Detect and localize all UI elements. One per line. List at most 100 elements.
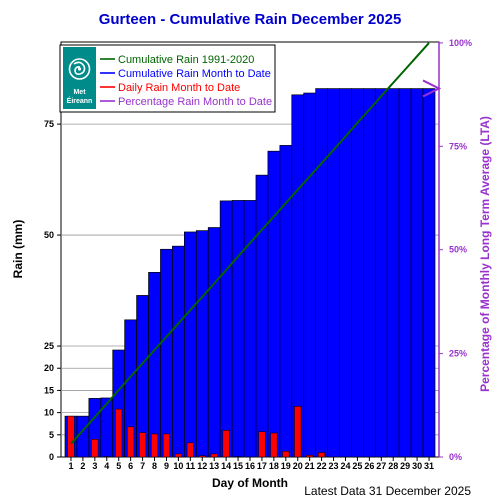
cumulative-bar: [339, 88, 352, 458]
x-tick-label: 31: [424, 461, 434, 471]
x-tick-label: 22: [317, 461, 327, 471]
x-tick-label: 14: [221, 461, 231, 471]
y2-tick-label: 50%: [449, 245, 467, 255]
x-tick-label: 10: [173, 461, 183, 471]
y-tick-label: 20: [44, 363, 54, 373]
cumulative-bar: [363, 88, 376, 458]
x-tick-label: 4: [104, 461, 109, 471]
chart-title: Gurteen - Cumulative Rain December 2025: [99, 11, 402, 28]
legend-label-lta: Cumulative Rain 1991-2020: [118, 54, 254, 66]
x-tick-label: 24: [340, 461, 350, 471]
x-tick-label: 27: [376, 461, 386, 471]
daily-bar: [174, 453, 182, 458]
y-tick-label: 50: [44, 230, 54, 240]
x-tick-label: 12: [197, 461, 207, 471]
x-tick-label: 25: [352, 461, 362, 471]
daily-bar: [127, 426, 135, 458]
daily-bar: [150, 433, 159, 458]
legend-entry-cumulative: Cumulative Rain Month to Date: [100, 68, 271, 80]
daily-bar: [91, 438, 99, 458]
x-tick-label: 11: [186, 461, 196, 471]
x-tick-label: 3: [92, 461, 97, 471]
y2-tick-label: 75%: [449, 141, 467, 151]
x-tick-label: 18: [269, 461, 279, 471]
daily-bar: [294, 406, 302, 458]
y-axis-title: Rain (mm): [11, 220, 25, 279]
cumulative-bar: [398, 88, 412, 458]
y2-tick-label: 0%: [449, 452, 462, 462]
daily-bar: [186, 442, 194, 458]
lta-series-line: [70, 42, 430, 445]
x-axis-title: Day of Month: [212, 476, 288, 490]
met-eireann-logo: Met Éireann: [63, 47, 96, 109]
legend-entry-percentage: Percentage Rain Month to Date: [100, 96, 272, 108]
legend: Met Éireann Cumulative Rain 1991-2020 Cu…: [59, 44, 276, 113]
legend-label-daily: Daily Rain Month to Date: [118, 82, 240, 94]
cumulative-bar: [315, 88, 328, 458]
x-axis: 1 2 3 4 5 6 7 8 9 10 11 12 13 14 15 16 17 18 19 20 21 22 23 24 2…: [68, 457, 434, 471]
x-tick-label: 20: [293, 461, 303, 471]
cumulative-bar: [231, 200, 245, 458]
daily-bar: [115, 408, 123, 458]
logo-background: [63, 47, 96, 109]
daily-bar: [318, 452, 326, 458]
latest-data-label: Latest Data 31 December 2025: [304, 484, 471, 498]
cumulative-bar: [172, 245, 185, 458]
x-tick-label: 29: [400, 461, 410, 471]
x-tick-label: 26: [364, 461, 374, 471]
logo-text-met: Met: [73, 89, 86, 96]
left-y-axis: 0 5 10 15 20 25 50 75: [44, 119, 61, 462]
x-tick-label: 16: [245, 461, 255, 471]
x-tick-label: 13: [209, 461, 219, 471]
daily-bar: [222, 430, 230, 458]
cumulative-bar: [160, 248, 173, 458]
daily-bar: [198, 455, 206, 458]
daily-bar: [270, 432, 278, 458]
cumulative-bar: [148, 272, 161, 458]
daily-bar: [210, 453, 218, 458]
x-tick-label: 19: [281, 461, 291, 471]
x-tick-label: 7: [140, 461, 145, 471]
cumulative-bar: [374, 88, 388, 458]
cumulative-bar: [100, 397, 114, 458]
legend-entry-daily: Daily Rain Month to Date: [100, 82, 240, 94]
right-y-axis: 0% 25% 50% 75% 100%: [439, 38, 472, 462]
cumulative-bar: [184, 231, 197, 458]
x-tick-label: 6: [128, 461, 133, 471]
y2-tick-label: 25%: [449, 349, 467, 359]
legend-label-cumulative: Cumulative Rain Month to Date: [118, 68, 271, 80]
cumulative-bar: [219, 200, 233, 458]
daily-bar: [67, 415, 75, 458]
x-tick-label: 8: [152, 461, 157, 471]
x-tick-label: 2: [80, 461, 85, 471]
cumulative-bar: [386, 88, 400, 458]
y-tick-label: 5: [49, 430, 54, 440]
legend-entry-lta: Cumulative Rain 1991-2020: [100, 54, 254, 66]
cumulative-bar: [76, 415, 90, 458]
y-tick-label: 0: [49, 452, 54, 462]
daily-bar: [282, 450, 290, 458]
daily-bar: [139, 432, 147, 458]
x-tick-label: 9: [164, 461, 169, 471]
cumulative-bar: [303, 92, 316, 458]
y-tick-label: 10: [44, 408, 54, 418]
cumulative-bar: [410, 88, 424, 458]
logo-text-eireann: Éireann: [67, 96, 93, 105]
x-tick-label: 30: [412, 461, 422, 471]
cumulative-bar: [195, 230, 209, 458]
logo-swirl-icon: [68, 58, 91, 80]
daily-bar: [258, 431, 266, 458]
x-tick-label: 1: [68, 461, 73, 471]
cumulative-bar: [422, 88, 436, 458]
x-tick-label: 23: [329, 461, 339, 471]
cumulative-bar: [255, 174, 269, 458]
y2-axis-title: Percentage of Monthly Long Term Average …: [478, 116, 492, 392]
x-tick-label: 21: [305, 461, 315, 471]
cumulative-bar: [207, 227, 221, 458]
y-tick-label: 15: [44, 385, 54, 395]
x-tick-label: 5: [116, 461, 121, 471]
x-tick-label: 17: [257, 461, 267, 471]
cumulative-bar: [267, 150, 281, 458]
legend-label-percentage: Percentage Rain Month to Date: [118, 96, 272, 108]
